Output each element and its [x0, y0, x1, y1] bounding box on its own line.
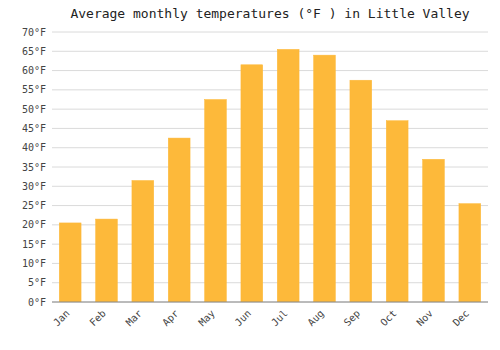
grid-line [52, 128, 488, 129]
x-tick-label: Oct [378, 308, 399, 329]
x-tick-label: Apr [160, 308, 181, 329]
bar [277, 49, 299, 302]
y-tick-label: 15°F [22, 239, 46, 250]
x-tick-label: May [196, 308, 217, 329]
y-tick-label: 40°F [22, 142, 46, 153]
grid-line [52, 70, 488, 71]
x-tick-label: Jan [51, 308, 72, 329]
bar [59, 223, 81, 302]
bars [59, 49, 480, 302]
bar [96, 219, 118, 302]
bar [459, 204, 481, 302]
grid-line [52, 32, 488, 33]
bar [168, 138, 190, 302]
bar [350, 80, 372, 302]
x-tick-label: Mar [124, 308, 145, 329]
y-tick-label: 25°F [22, 200, 46, 211]
title: Average monthly temperatures (°F ) in Li… [70, 6, 469, 21]
y-tick-label: 60°F [22, 65, 46, 76]
y-tick-label: 65°F [22, 46, 46, 57]
bar [241, 65, 263, 302]
y-tick-label: 55°F [22, 84, 46, 95]
y-tick-label: 35°F [22, 162, 46, 173]
x-tick-label: Feb [87, 308, 108, 329]
grid [52, 32, 488, 302]
x-tick-label: Jul [269, 308, 290, 329]
y-tick-label: 30°F [22, 181, 46, 192]
bar [386, 121, 408, 302]
y-tick-label: 20°F [22, 219, 46, 230]
y-tick-label: 5°F [28, 277, 46, 288]
grid-line [52, 109, 488, 110]
x-tick-label: Nov [414, 308, 435, 329]
x-tick-label: Dec [451, 308, 472, 329]
grid-line [52, 147, 488, 148]
y-tick-label: 50°F [22, 104, 46, 115]
x-tick-label: Jun [233, 308, 254, 329]
grid-line [52, 89, 488, 90]
bar [132, 181, 154, 303]
bar [205, 100, 227, 303]
bar [423, 159, 445, 302]
bar [314, 55, 336, 302]
x-axis-line [52, 302, 488, 303]
y-tick-label: 45°F [22, 123, 46, 134]
grid-line [52, 302, 488, 303]
x-tick-label: Aug [305, 308, 326, 329]
grid-line [52, 51, 488, 52]
x-tick-label: Sep [342, 308, 363, 329]
y-tick-label: 0°F [28, 297, 46, 308]
chart: Average monthly temperatures (°F ) in Li… [0, 0, 500, 350]
y-tick-label: 70°F [22, 27, 46, 38]
y-tick-label: 10°F [22, 258, 46, 269]
